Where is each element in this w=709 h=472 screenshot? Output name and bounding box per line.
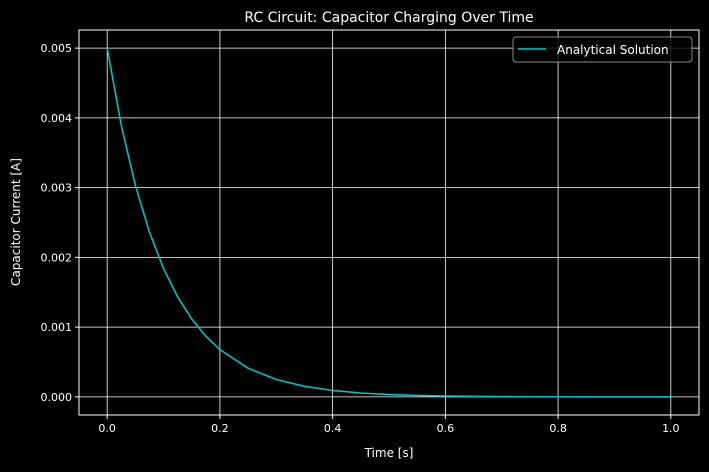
y-tick-label: 0.000 xyxy=(41,391,73,404)
x-tick-label: 0.8 xyxy=(549,422,567,435)
y-tick-label: 0.005 xyxy=(41,42,73,55)
ticks: 0.0 0.2 0.4 0.6 0.8 1.0 0.000 0.001 0.002 0.003 0.… xyxy=(41,42,680,435)
x-tick-label: 0.4 xyxy=(324,422,342,435)
legend-label: Analytical Solution xyxy=(557,43,669,57)
series-line-analytical-solution xyxy=(106,47,671,398)
grid xyxy=(79,30,699,415)
x-tick-label: 1.0 xyxy=(662,422,680,435)
y-tick-label: 0.004 xyxy=(41,112,73,125)
y-tick-label: 0.001 xyxy=(41,321,73,334)
y-axis-label: Capacitor Current [A] xyxy=(9,158,23,286)
x-axis-label: Time [s] xyxy=(364,446,414,460)
y-tick-label: 0.002 xyxy=(41,251,73,264)
x-tick-label: 0.0 xyxy=(98,422,116,435)
plot-frame xyxy=(78,29,700,416)
chart-title: RC Circuit: Capacitor Charging Over Time xyxy=(244,10,533,26)
x-tick-label: 0.2 xyxy=(211,422,229,435)
x-tick-label: 0.6 xyxy=(437,422,455,435)
legend: Analytical Solution xyxy=(512,36,693,63)
legend-box xyxy=(512,36,693,63)
y-tick-label: 0.003 xyxy=(41,182,73,195)
